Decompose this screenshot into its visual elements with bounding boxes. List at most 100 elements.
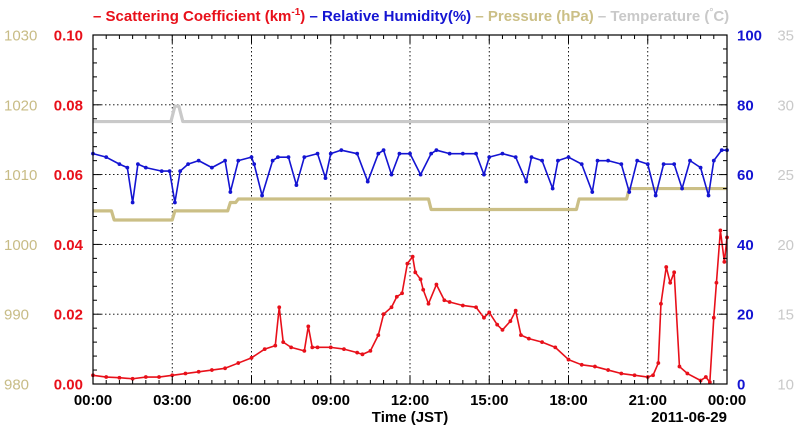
scattering-tick-label: 0.02 [54, 307, 83, 324]
relative-humidity-point [513, 155, 518, 160]
scattering-coefficient-point [526, 336, 531, 341]
scattering-tick-label: 0.08 [54, 97, 83, 114]
relative-humidity-point [143, 165, 148, 170]
scattering-coefficient-point [664, 265, 669, 269]
scattering-coefficient-point [519, 333, 523, 338]
legend-item-pressure-hpa: – Pressure (hPa) [471, 8, 594, 25]
relative-humidity-point [460, 151, 465, 156]
relative-humidity-point [627, 190, 632, 194]
scattering-coefficient-point [474, 305, 478, 310]
relative-humidity-point [249, 155, 254, 160]
scattering-coefficient-point [718, 228, 723, 233]
x-tick-label: 06:00 [232, 392, 270, 409]
legend-suffix: C) [713, 8, 729, 25]
scattering-coefficient-point [508, 319, 513, 324]
scattering-coefficient-point [707, 380, 712, 385]
scattering-coefficient-point [315, 345, 320, 350]
relative-humidity-point [447, 151, 452, 156]
relative-humidity-point [172, 200, 177, 205]
relative-humidity-point [159, 169, 164, 174]
scattering-coefficient-point [310, 345, 315, 350]
relative-humidity-point [540, 158, 544, 163]
relative-humidity-point [482, 172, 486, 177]
scattering-coefficient-point [714, 280, 719, 285]
temperature-tick-label: 15 [777, 307, 794, 324]
scattering-coefficient-point [104, 375, 109, 379]
pressure-line [93, 186, 727, 222]
relative-humidity-point [590, 190, 595, 194]
scattering-coefficient-point [405, 261, 410, 266]
relative-humidity-point [672, 162, 677, 167]
relative-humidity-point [389, 172, 394, 177]
scattering-coefficient-point [579, 362, 584, 367]
scattering-coefficient-point [659, 301, 663, 306]
scattering-coefficient-point [117, 375, 122, 380]
temperature-tick-label: 25 [777, 167, 794, 184]
chart-axes: 00:00 03:00 06:00 09:00 12:00 15:00 18:00 21:00… [4, 28, 794, 410]
scattering-coefficient-point [421, 287, 426, 292]
scattering-coefficient-point [223, 366, 227, 371]
scattering-coefficient-point [632, 373, 637, 378]
pressure-tick-label: 980 [4, 377, 29, 394]
scattering-tick-label: 0.00 [54, 377, 83, 394]
scattering-coefficient-point [376, 333, 381, 338]
legend-item-scattering-coefficient-km: – Scattering Coefficient (km [93, 8, 291, 25]
scattering-coefficient-point [130, 376, 135, 381]
date-label: 2011-06-29 [651, 409, 727, 426]
scattering-coefficient-point [487, 310, 492, 315]
humidity-tick-label: 20 [737, 307, 754, 324]
scattering-coefficient-point [281, 340, 286, 345]
relative-humidity-point [302, 155, 307, 160]
scattering-coefficient-point [143, 375, 148, 379]
relative-humidity-point [680, 186, 684, 191]
scattering-coefficient-point [342, 347, 346, 351]
scattering-coefficient-point [249, 355, 254, 360]
scattering-coefficient-point [656, 361, 661, 365]
relative-humidity-point [209, 165, 214, 170]
scattering-coefficient-point [566, 357, 571, 362]
relative-humidity-point [339, 148, 344, 153]
chart-legend: – Scattering Coefficient (km-1) – Relati… [93, 7, 729, 25]
chart-grid [93, 35, 727, 384]
relative-humidity-point [223, 158, 227, 163]
x-tick-label: 18:00 [549, 392, 587, 409]
legend-item-temperature: – Temperature ( [594, 8, 710, 25]
relative-humidity-series [91, 148, 729, 205]
temperature-tick-label: 10 [777, 377, 794, 394]
relative-humidity-point [474, 151, 478, 156]
scattering-coefficient-point [442, 298, 447, 303]
scattering-coefficient-point [711, 315, 716, 320]
temperature-line [93, 104, 727, 124]
scattering-coefficient-point [482, 315, 486, 320]
scattering-coefficient-point [410, 254, 415, 259]
legend-suffix: ) [300, 8, 305, 25]
scattering-coefficient-point [328, 345, 333, 350]
relative-humidity-point [365, 179, 370, 184]
pressure-tick-label: 990 [4, 307, 29, 324]
relative-humidity-point [136, 162, 140, 167]
relative-humidity-point [429, 151, 434, 156]
scattering-coefficient-point [685, 371, 690, 376]
x-tick-label: 12:00 [391, 392, 429, 409]
relative-humidity-point [294, 183, 299, 187]
scattering-coefficient-point [418, 277, 423, 282]
scattering-tick-label: 0.10 [54, 28, 83, 45]
pressure-tick-label: 1000 [4, 237, 37, 254]
relative-humidity-point [315, 151, 320, 156]
relative-humidity-point [635, 158, 640, 163]
scattering-coefficient-point [209, 368, 214, 372]
relative-humidity-point [276, 155, 280, 160]
x-tick-label: 21:00 [629, 392, 667, 409]
scattering-coefficient-point [196, 369, 201, 374]
relative-humidity-point [595, 158, 600, 163]
x-tick-label: 00:00 [708, 392, 746, 409]
scattering-coefficient-point [273, 343, 278, 348]
relative-humidity-point [355, 151, 360, 156]
scattering-coefficient-point [262, 347, 267, 351]
relative-humidity-point [500, 151, 505, 156]
scattering-coefficient-point [434, 282, 439, 287]
scattering-coefficient-point [651, 373, 655, 378]
relative-humidity-point [260, 193, 264, 198]
scattering-coefficient-point [495, 322, 500, 327]
